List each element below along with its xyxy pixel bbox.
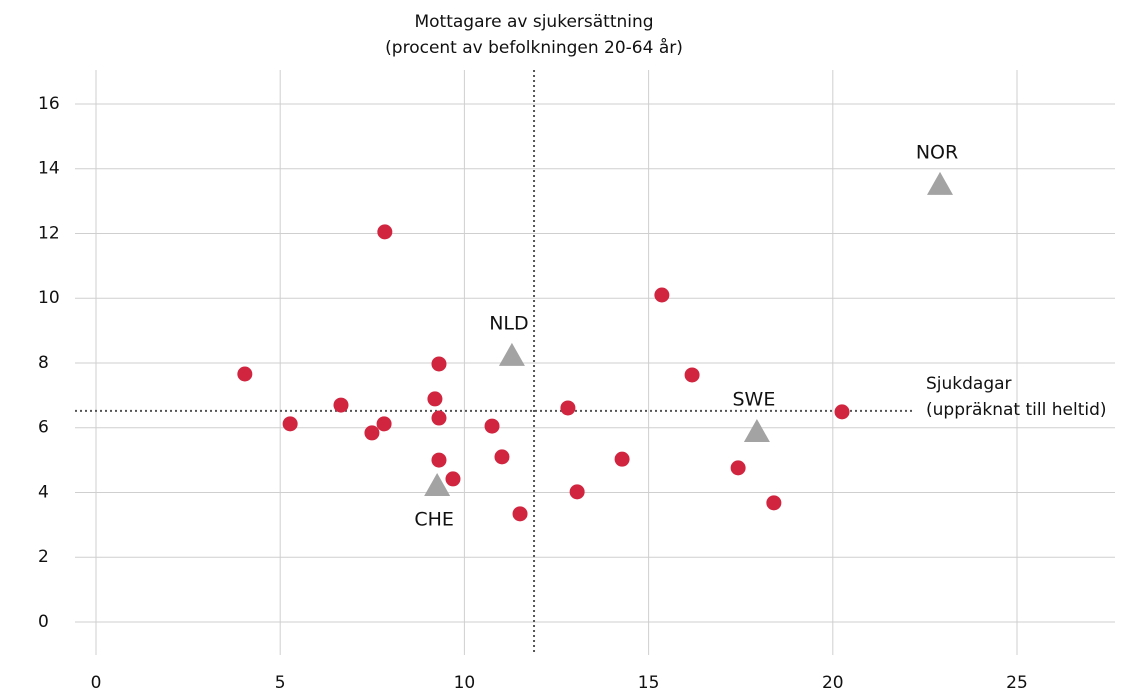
reference-label: Mottagare av sjukersättning bbox=[414, 12, 653, 32]
y-tick-label: 14 bbox=[38, 159, 60, 179]
point-triangle bbox=[424, 473, 451, 497]
x-tick-label: 10 bbox=[454, 673, 476, 692]
point-label: NLD bbox=[489, 312, 528, 334]
point bbox=[427, 391, 443, 407]
point bbox=[377, 224, 393, 240]
y-tick-label: 8 bbox=[38, 353, 49, 373]
reference-label: (uppräknat till heltid) bbox=[926, 400, 1107, 420]
point bbox=[834, 404, 850, 420]
point bbox=[445, 471, 461, 487]
y-tick-label: 4 bbox=[38, 482, 49, 502]
reference-label: Sjukdagar bbox=[926, 374, 1012, 394]
y-tick-label: 0 bbox=[38, 612, 49, 632]
point-triangle bbox=[498, 342, 525, 366]
y-tick-label: 6 bbox=[38, 418, 49, 438]
x-tick-label: 20 bbox=[822, 673, 844, 692]
point bbox=[494, 449, 510, 465]
point bbox=[333, 397, 349, 413]
point bbox=[364, 425, 380, 441]
point bbox=[766, 495, 782, 511]
point bbox=[282, 416, 298, 432]
point bbox=[560, 400, 576, 416]
point-triangle bbox=[743, 418, 770, 442]
point bbox=[431, 410, 447, 426]
point bbox=[730, 460, 746, 476]
point-label: SWE bbox=[732, 388, 775, 410]
point bbox=[614, 451, 630, 467]
y-tick-label: 16 bbox=[38, 94, 60, 114]
point-label: NOR bbox=[916, 141, 958, 163]
point bbox=[684, 367, 700, 383]
point bbox=[654, 287, 670, 303]
reference-label: (procent av befolkningen 20-64 år) bbox=[385, 37, 683, 58]
point bbox=[484, 418, 500, 434]
x-tick-label: 15 bbox=[638, 673, 660, 692]
point bbox=[376, 416, 392, 432]
x-tick-label: 5 bbox=[275, 673, 286, 692]
point bbox=[512, 506, 528, 522]
point bbox=[431, 452, 447, 468]
y-tick-label: 10 bbox=[38, 288, 60, 308]
point-triangle bbox=[927, 171, 954, 195]
y-tick-label: 2 bbox=[38, 547, 49, 567]
y-tick-label: 12 bbox=[38, 223, 60, 243]
x-tick-label: 0 bbox=[91, 673, 102, 692]
point bbox=[431, 356, 447, 372]
point bbox=[237, 366, 253, 382]
point-label: CHE bbox=[414, 509, 454, 531]
point bbox=[569, 484, 585, 500]
x-tick-label: 25 bbox=[1006, 673, 1028, 692]
